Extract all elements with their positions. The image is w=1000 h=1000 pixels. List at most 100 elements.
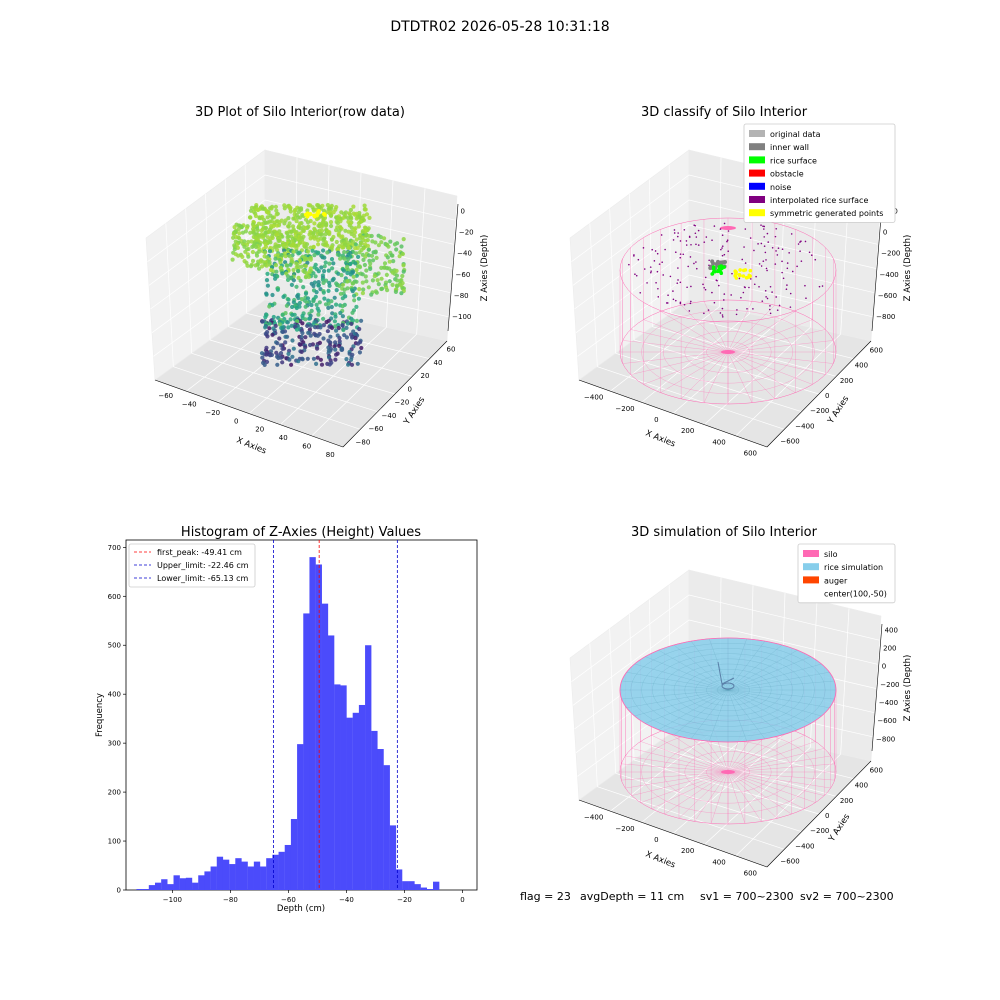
raw-data-point — [290, 304, 295, 310]
raw-data-point — [318, 357, 323, 362]
raw-data-point — [317, 300, 322, 305]
interpolated-surface-point — [760, 242, 763, 245]
auger-model — [717, 661, 735, 690]
interpolated-surface-point — [719, 228, 722, 230]
interpolated-surface-point — [814, 258, 817, 261]
raw-data-point — [267, 304, 272, 309]
interpolated-surface-point — [726, 239, 729, 242]
raw-data-point — [250, 244, 255, 249]
grid-line — [840, 608, 850, 755]
raw-data-point — [303, 291, 309, 296]
simulation-title: 3D simulation of Silo Interior — [631, 525, 818, 540]
raw-data-point — [370, 278, 375, 283]
raw-data-point — [240, 254, 245, 259]
symmetric-point — [748, 268, 753, 273]
interpolated-surface-point — [721, 314, 724, 316]
interpolated-surface-point — [697, 229, 700, 232]
interpolated-surface-point — [721, 247, 723, 249]
interpolated-surface-point — [796, 265, 798, 268]
silo-floor-spoke — [621, 771, 729, 781]
raw-data-point — [386, 244, 391, 249]
raw-data-point — [311, 356, 316, 361]
raw-data-point — [325, 329, 330, 334]
y-tick-label: 400 — [855, 362, 868, 370]
interpolated-surface-point — [791, 270, 794, 273]
interpolated-surface-point — [786, 267, 789, 270]
raw-data-point — [314, 361, 319, 366]
interpolated-surface-point — [697, 244, 700, 246]
raw-data-point — [274, 269, 279, 274]
interpolated-surface-point — [731, 272, 733, 275]
raw-data-point — [297, 259, 302, 265]
interpolated-surface-point — [673, 232, 676, 234]
raw-data-point — [256, 207, 261, 212]
raw-data-point — [300, 321, 305, 326]
grid-line — [244, 164, 248, 314]
raw-data-point — [321, 290, 326, 295]
raw-data-point — [357, 287, 362, 292]
histogram-reference-lines — [273, 540, 398, 890]
raw-data-point — [350, 310, 355, 315]
raw-data-point — [348, 272, 353, 277]
raw-data-point — [289, 229, 294, 234]
raw-data-point — [313, 274, 318, 279]
raw-data-point — [311, 299, 316, 304]
raw-data-point — [391, 259, 396, 264]
interpolated-surface-point — [721, 245, 724, 247]
raw-data-point — [329, 325, 335, 330]
raw-data-point — [283, 254, 288, 259]
interpolated-surface-point — [679, 253, 682, 255]
y-tick-label: 0 — [825, 392, 829, 400]
raw-data-point — [316, 280, 321, 285]
raw-data-point — [369, 292, 374, 297]
raw-data-point — [285, 235, 290, 240]
raw-data-point — [294, 327, 300, 332]
y-tick-label: 500 — [108, 642, 121, 650]
histogram-bar — [321, 603, 329, 890]
raw-data-point — [271, 314, 276, 320]
raw-data-point — [359, 318, 364, 323]
raw-data-point — [315, 251, 320, 256]
interpolated-surface-point — [743, 246, 745, 248]
legend-swatch — [749, 209, 765, 217]
raw-data-point — [385, 288, 390, 293]
grid-line — [668, 164, 672, 314]
raw-data-point — [356, 341, 361, 346]
interpolated-surface-point — [743, 286, 746, 288]
raw-data-point — [329, 237, 334, 242]
silo-floor-spoke — [727, 771, 792, 815]
interpolated-surface-point — [786, 284, 788, 286]
raw-data-point — [379, 240, 384, 245]
raw-data-point — [267, 321, 272, 326]
interpolated-surface-point — [789, 306, 792, 308]
legend-swatch — [749, 143, 765, 151]
interpolated-surface-point — [713, 301, 716, 304]
raw-data-point — [400, 251, 405, 257]
raw-data-point — [378, 235, 383, 240]
raw-data-point — [354, 237, 359, 242]
raw-data-point — [268, 349, 274, 354]
histogram-bars — [136, 557, 440, 890]
raw-data-point — [344, 335, 349, 340]
raw-data-point — [366, 253, 371, 258]
y-tick-label: 100 — [108, 838, 121, 846]
raw-data-point — [333, 347, 338, 352]
interpolated-surface-point — [757, 243, 759, 245]
grid-line — [670, 312, 854, 360]
raw-data-point — [322, 255, 327, 260]
raw-data-point — [299, 297, 304, 302]
status-sv1: sv1 = 700~2300 — [700, 890, 794, 903]
raw-data-point — [260, 355, 265, 360]
raw-data-point — [249, 239, 254, 244]
interpolated-surface-point — [778, 304, 781, 307]
raw-data-point — [280, 346, 285, 351]
raw-data-point — [330, 278, 335, 283]
raw-data-point — [326, 288, 331, 293]
y-tick-label: 600 — [870, 767, 883, 775]
y-tick-label: −80 — [356, 438, 371, 446]
silo-floor-spoke — [651, 771, 729, 809]
histogram-legend: first_peak: -49.41 cm Upper_limit: -22.46… — [128, 543, 256, 588]
histogram-bar — [426, 889, 434, 890]
y-axis-line — [342, 340, 448, 448]
raw-data-point — [285, 277, 291, 282]
